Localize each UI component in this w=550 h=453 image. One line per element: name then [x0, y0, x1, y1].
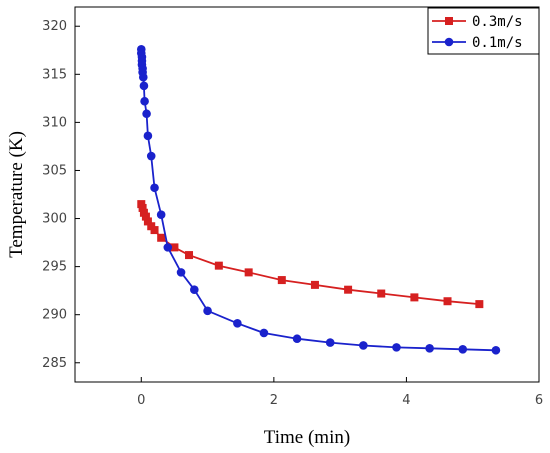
- x-tick-label: 6: [535, 393, 543, 408]
- series-1: [136, 45, 501, 355]
- data-point: [214, 261, 223, 270]
- x-tick-label: 2: [270, 393, 278, 408]
- data-point: [259, 328, 269, 338]
- data-point: [325, 338, 335, 347]
- data-point: [176, 268, 186, 277]
- data-point: [458, 345, 468, 354]
- data-point: [292, 334, 302, 344]
- series-line: [140, 49, 496, 352]
- x-tick-label: 4: [402, 393, 410, 408]
- x-tick-label: 0: [137, 393, 145, 408]
- legend-item: 0.1m/s: [432, 35, 523, 51]
- axis-ticks: 0 2 4 6 285 290 295 300 305 310 315 320: [42, 19, 543, 408]
- data-point: [491, 345, 501, 355]
- legend-box: [427, 7, 540, 55]
- data-point: [138, 203, 147, 212]
- plot-frame: [74, 6, 540, 383]
- y-tick-label: 320: [42, 19, 67, 34]
- data-point: [143, 217, 152, 226]
- data-point: [443, 297, 452, 306]
- legend-label: 0.3m/s: [472, 14, 523, 30]
- data-point: [138, 72, 148, 82]
- data-point: [203, 306, 212, 316]
- data-point: [163, 243, 173, 252]
- data-point: [141, 212, 150, 221]
- y-tick-label: 300: [42, 212, 67, 227]
- data-point: [344, 285, 353, 294]
- data-point: [142, 109, 151, 119]
- series-layer: [136, 45, 501, 355]
- legend: 0.3m/s 0.1m/s: [427, 7, 540, 55]
- data-point: [277, 276, 286, 285]
- data-point: [425, 344, 434, 353]
- data-point: [140, 96, 149, 106]
- data-point: [185, 251, 194, 260]
- data-point: [157, 233, 166, 242]
- data-point: [170, 243, 179, 252]
- y-tick-label: 310: [42, 115, 67, 130]
- data-point: [244, 268, 253, 277]
- data-point: [392, 343, 401, 352]
- data-point: [310, 280, 319, 289]
- y-tick-label: 290: [42, 308, 67, 323]
- y-axis-title: Temperature (K): [6, 131, 27, 258]
- y-tick-label: 285: [42, 356, 67, 371]
- y-tick-label: 295: [42, 260, 67, 275]
- data-point: [475, 300, 484, 309]
- data-point: [233, 319, 242, 328]
- data-point: [359, 341, 368, 350]
- legend-label: 0.1m/s: [472, 35, 523, 51]
- data-point: [150, 183, 159, 193]
- legend-marker: [444, 37, 454, 47]
- legend-marker: [445, 17, 453, 25]
- data-point: [156, 210, 166, 219]
- data-point: [139, 81, 149, 91]
- legend-item: 0.3m/s: [432, 14, 523, 30]
- data-point: [410, 293, 419, 302]
- data-point: [190, 285, 199, 294]
- data-point: [150, 226, 159, 235]
- y-tick-label: 305: [42, 163, 67, 178]
- x-axis-title: Time (min): [264, 427, 350, 448]
- series-0: [137, 200, 484, 309]
- data-point: [146, 151, 156, 161]
- data-point: [377, 289, 386, 298]
- y-tick-label: 315: [42, 67, 67, 82]
- data-point: [143, 131, 153, 141]
